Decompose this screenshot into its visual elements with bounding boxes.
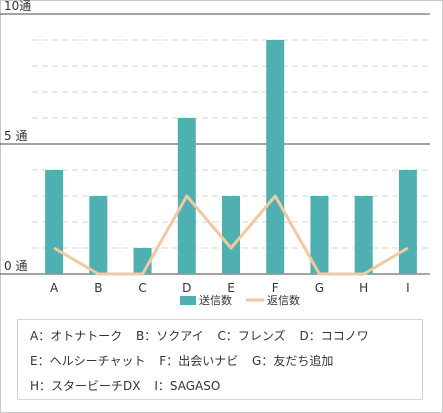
combo-chart: 10通 5 通 0 通 A B C D E F G H I 送信数 返信数 [0, 0, 430, 307]
x-tick-label: D [182, 281, 191, 295]
bar [222, 196, 240, 274]
key-item: H：スタービーチDX [30, 379, 141, 393]
key-item: B：ソクアイ [136, 329, 204, 343]
y-tick-label: 0 通 [4, 259, 27, 273]
x-axis-ticks: A B C D E F G H I [50, 281, 410, 295]
series-line [53, 194, 409, 276]
key-line-2: E：ヘルシーチャット F：出会いナビ G：友だち追加 [30, 349, 410, 374]
key-line-1: A：オトナトーク B：ソクアイ C：フレンズ D：ココノワ [30, 324, 410, 349]
x-tick-label: G [315, 281, 324, 295]
legend-swatch-bar [180, 296, 196, 305]
key-item: A：オトナトーク [30, 329, 123, 343]
bar [398, 170, 417, 274]
series-legend: 送信数 返信数 [180, 293, 300, 307]
bar-series [45, 40, 417, 274]
x-tick-label: H [359, 281, 368, 295]
bar [354, 196, 373, 274]
y-tick-label: 5 通 [4, 129, 27, 143]
x-tick-label: E [227, 281, 235, 295]
legend-label: 返信数 [267, 294, 300, 307]
legend-label: 送信数 [199, 293, 232, 307]
category-key: A：オトナトーク B：ソクアイ C：フレンズ D：ココノワ E：ヘルシーチャット… [17, 319, 423, 400]
bar [310, 196, 329, 274]
key-item: D：ココノワ [299, 329, 369, 343]
line-series [53, 194, 409, 276]
x-tick-label: A [50, 281, 59, 295]
key-item: G：友だち追加 [252, 354, 334, 368]
bar [266, 40, 285, 274]
y-tick-label: 10通 [4, 0, 31, 13]
bar [45, 170, 64, 274]
key-item: I：SAGASO [154, 379, 221, 393]
key-item: F：出会いナビ [159, 354, 239, 368]
bar [89, 196, 108, 274]
y-axis-ticks: 10通 5 通 0 通 [4, 0, 31, 273]
x-tick-label: F [272, 281, 279, 295]
key-item: E：ヘルシーチャット [30, 354, 146, 368]
x-tick-label: B [94, 281, 102, 295]
key-item: C：フレンズ [217, 329, 286, 343]
x-tick-label: I [406, 281, 410, 295]
key-line-3: H：スタービーチDX I：SAGASO [30, 374, 410, 399]
x-tick-label: C [138, 281, 146, 295]
